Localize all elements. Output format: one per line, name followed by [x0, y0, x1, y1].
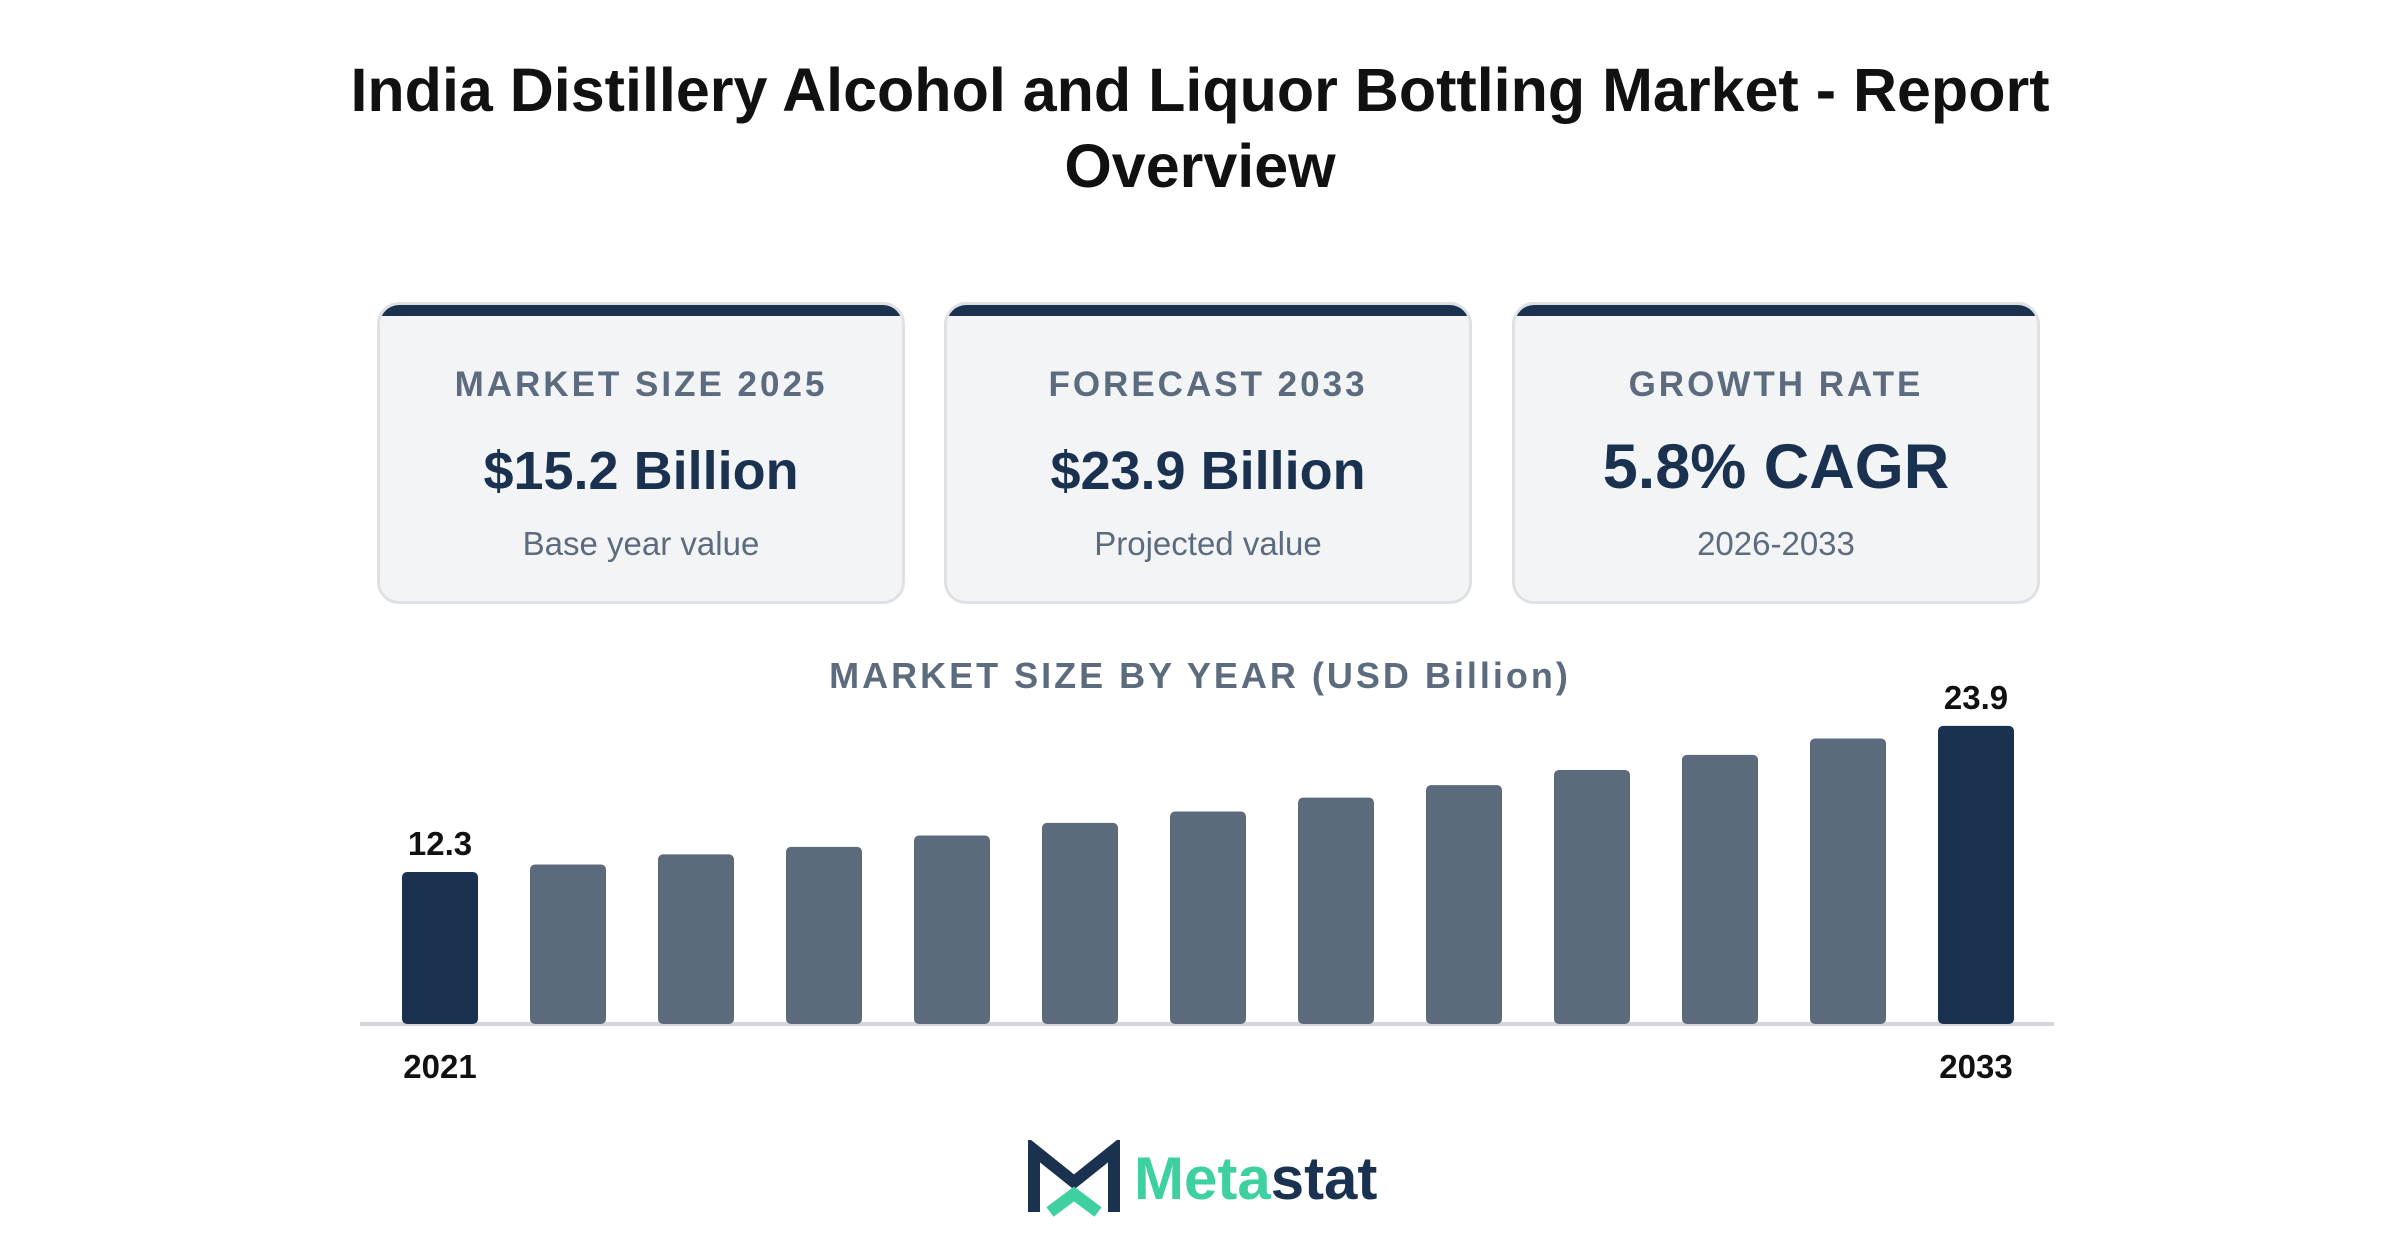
report-title: India Distillery Alcohol and Liquor Bott…	[350, 56, 2050, 200]
card-accent-bar	[1515, 305, 2037, 316]
x-tick-label-2033: 2033	[1939, 1048, 2012, 1085]
metastat-logo: Metastat	[1026, 1140, 1396, 1220]
forecast-card: FORECAST 2033 $23.9 Billion Projected va…	[944, 302, 1472, 604]
card-accent-bar	[947, 305, 1469, 316]
card-subtext: Base year value	[522, 525, 760, 562]
market-size-card: MARKET SIZE 2025 $15.2 Billion Base year…	[377, 302, 905, 604]
x-tick-label-2021: 2021	[403, 1048, 476, 1085]
bar-2027	[1170, 811, 1246, 1024]
card-value: $15.2 Billion	[483, 441, 799, 501]
metastat-logo-icon	[1028, 1140, 1120, 1217]
market-size-bar-chart: 12.3 2021 23.9 2033	[360, 679, 2054, 1085]
bar-2025	[914, 835, 990, 1024]
metastat-logo-text: Metastat	[1134, 1145, 1378, 1212]
bar-2033	[1938, 725, 2014, 1024]
data-label-2021: 12.3	[408, 825, 472, 862]
card-label: MARKET SIZE 2025	[454, 365, 828, 404]
bar-2030	[1554, 769, 1630, 1024]
bar-2024	[786, 846, 862, 1024]
bar-2031	[1682, 754, 1758, 1024]
growth-rate-card: GROWTH RATE 5.8% CAGR 2026-2033	[1512, 302, 2040, 604]
card-value: 5.8% CAGR	[1602, 432, 1950, 502]
bar-2028	[1298, 797, 1374, 1024]
chart-title: MARKET SIZE BY YEAR (USD Billion)	[829, 655, 1571, 696]
bar-2029	[1426, 785, 1502, 1024]
card-value: $23.9 Billion	[1050, 441, 1366, 501]
bar-2021	[402, 872, 478, 1024]
card-subtext: 2026-2033	[1697, 525, 1855, 562]
card-label: FORECAST 2033	[1048, 365, 1368, 404]
bar-2032	[1810, 738, 1886, 1024]
card-accent-bar	[380, 305, 902, 316]
data-label-2033: 23.9	[1944, 679, 2008, 716]
bar-2026	[1042, 822, 1118, 1024]
card-subtext: Projected value	[1094, 525, 1322, 562]
card-label: GROWTH RATE	[1628, 365, 1924, 404]
bar-2023	[658, 854, 734, 1024]
bar-2022	[530, 864, 606, 1024]
